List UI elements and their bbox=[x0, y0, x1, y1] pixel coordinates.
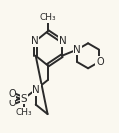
Text: N: N bbox=[73, 45, 81, 55]
Text: O: O bbox=[8, 89, 16, 99]
Text: N: N bbox=[32, 85, 40, 95]
Text: S: S bbox=[20, 94, 27, 104]
Text: N: N bbox=[31, 36, 39, 46]
Text: O: O bbox=[96, 57, 104, 67]
Text: CH₃: CH₃ bbox=[15, 108, 32, 117]
Text: CH₃: CH₃ bbox=[39, 13, 56, 22]
Text: O: O bbox=[8, 98, 16, 108]
Text: N: N bbox=[59, 36, 67, 46]
